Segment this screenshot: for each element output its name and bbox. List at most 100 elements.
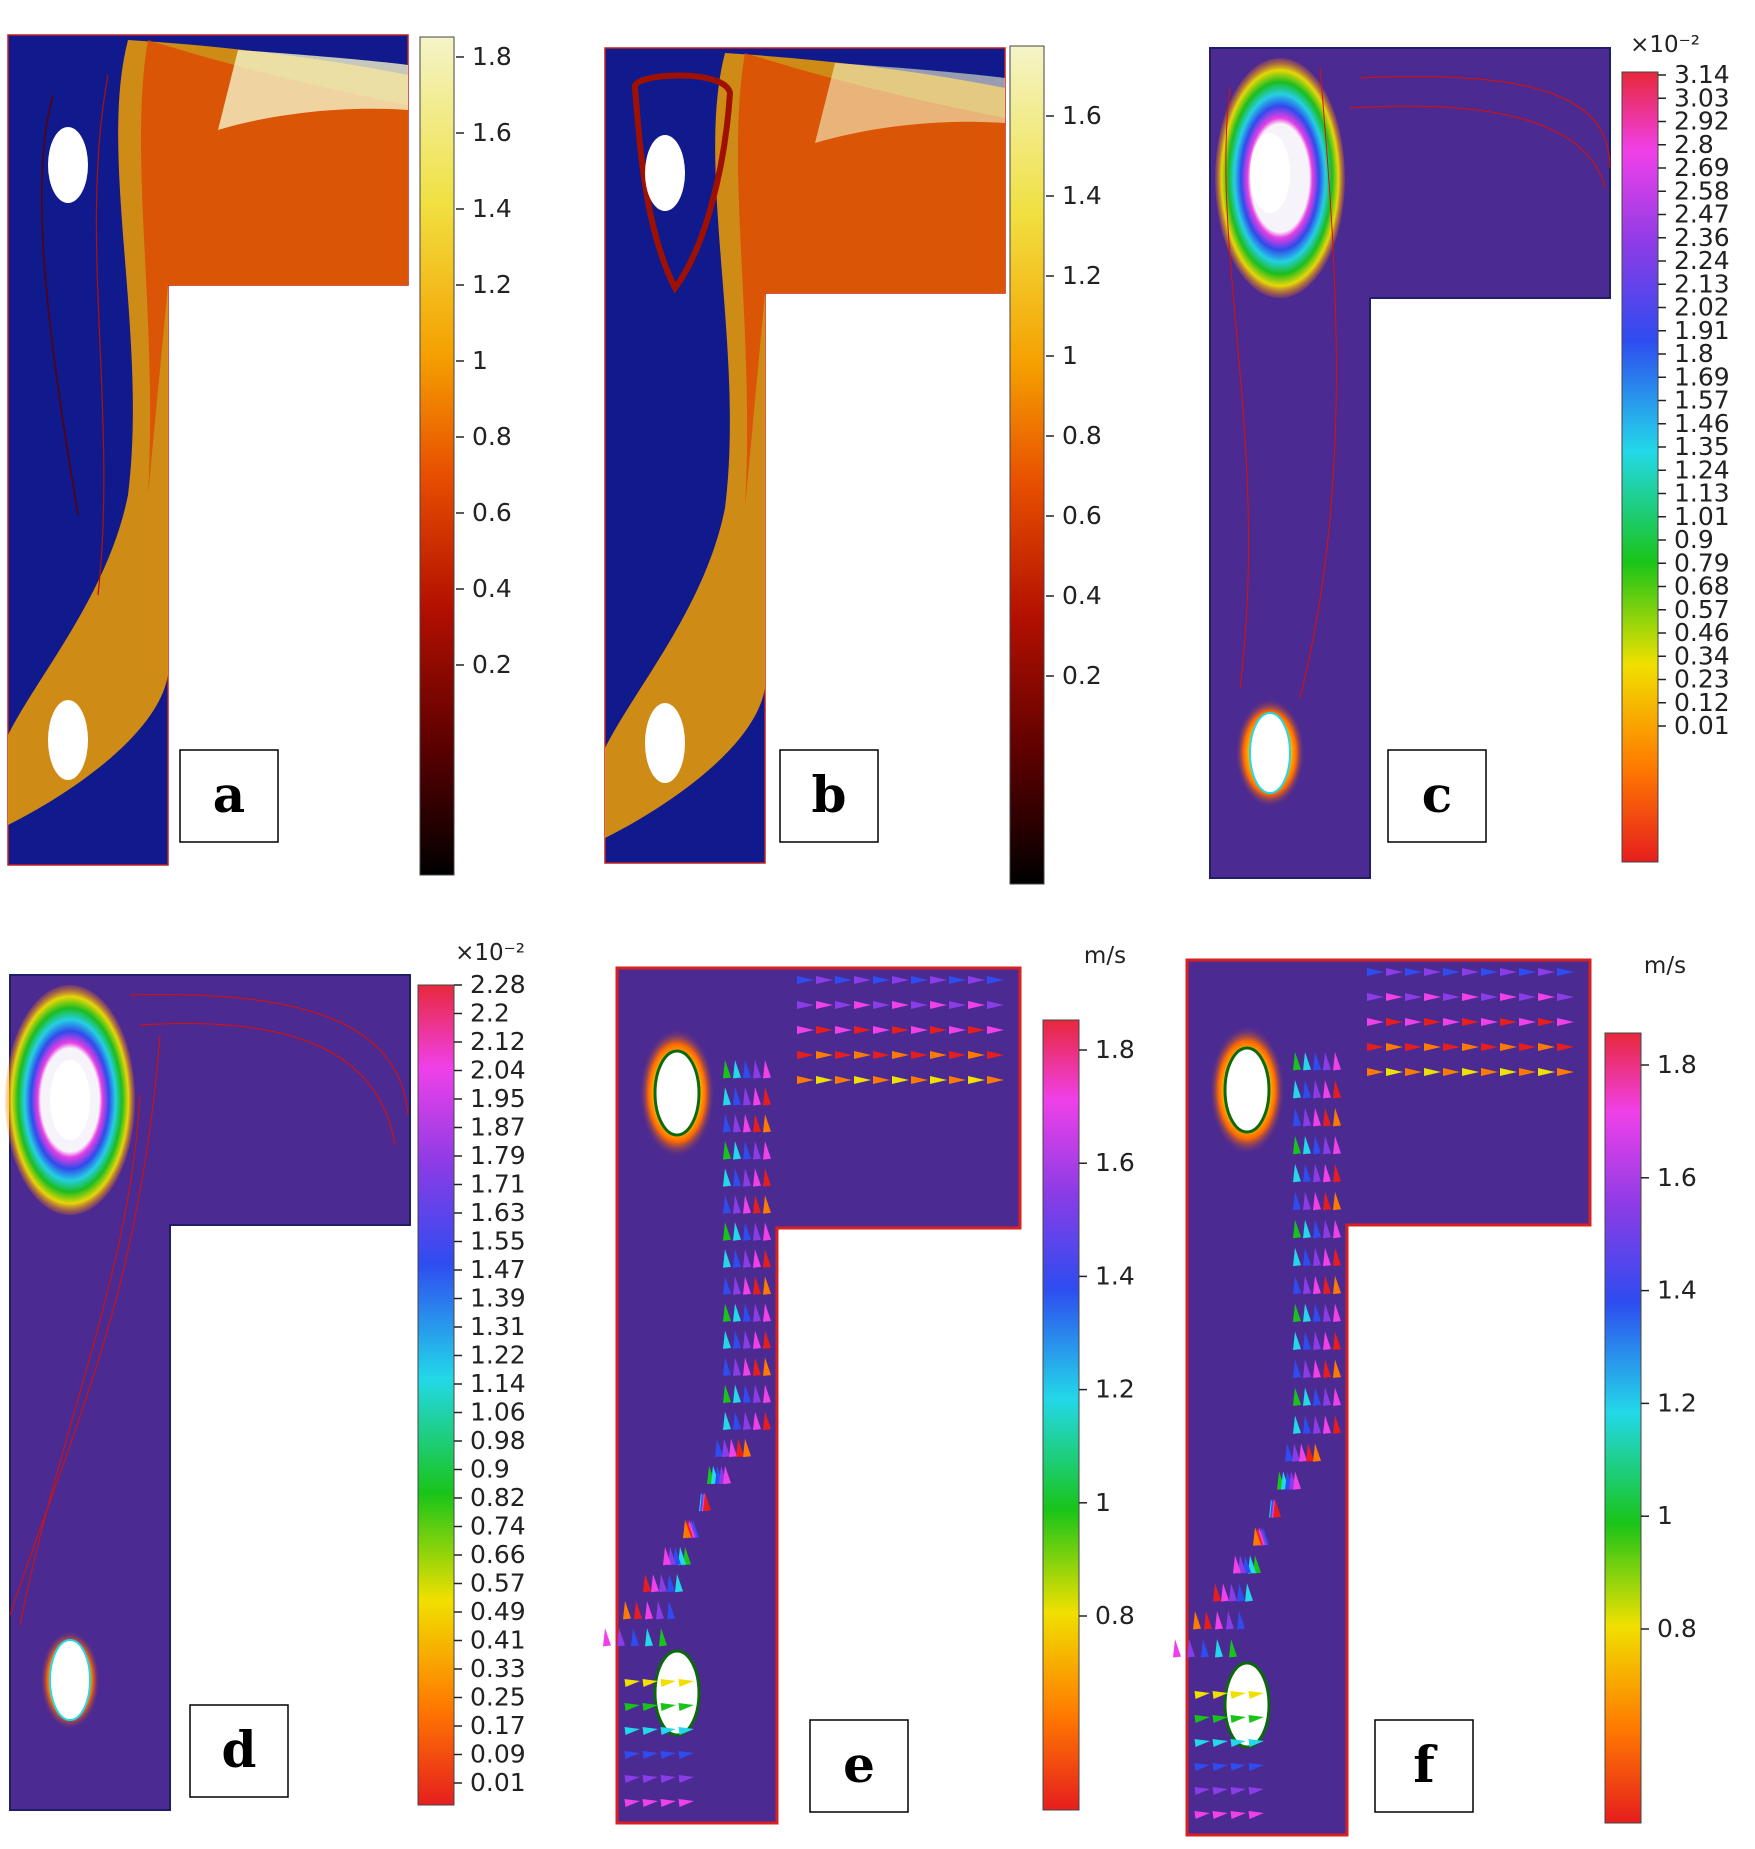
colorbar-tick-label: 1.06 (470, 1398, 526, 1427)
velocity-arrow (1303, 1415, 1311, 1434)
velocity-arrow (723, 1060, 731, 1079)
velocity-arrow (1538, 1043, 1555, 1051)
unit-label-f: m/s (1644, 953, 1686, 979)
panel-label-box-c: c (1387, 749, 1487, 843)
velocity-arrow (1557, 968, 1574, 976)
velocity-arrow (1253, 1555, 1261, 1574)
panel-label-box-f: f (1374, 1719, 1474, 1813)
velocity-arrow (1226, 1611, 1234, 1630)
velocity-arrow (660, 1775, 676, 1783)
velocity-arrows-f (1173, 968, 1574, 1819)
velocity-arrow (1233, 1555, 1241, 1574)
panel-label-f: f (1413, 1735, 1438, 1794)
velocity-arrow (1538, 993, 1555, 1001)
colorbar-tick-label: 2.8 (1674, 130, 1714, 159)
velocity-arrow (1173, 1639, 1181, 1658)
velocity-arrow (723, 1303, 731, 1322)
colorbar-tick-label: 1.6 (472, 118, 512, 147)
velocity-arrow (753, 1222, 761, 1241)
velocity-arrow (911, 1026, 928, 1034)
velocity-arrow (642, 1799, 658, 1807)
colorbar-f: 1.8 1.6 1.4 1.2 1 0.8 (1604, 1032, 1697, 1824)
colorbar-tick-label: 1.4 (1062, 181, 1102, 210)
velocity-arrow (1303, 1303, 1311, 1322)
velocity-arrow (1367, 1018, 1384, 1026)
velocity-arrow (624, 1703, 640, 1711)
velocity-arrow (1405, 1043, 1422, 1051)
colorbar-tick-label: 2.2 (470, 999, 510, 1028)
velocity-arrow (733, 1195, 741, 1214)
velocity-arrow (1313, 1052, 1321, 1071)
velocity-arrow (660, 1751, 676, 1759)
velocity-arrow (1293, 1080, 1301, 1099)
velocity-arrow (1194, 1715, 1210, 1723)
velocity-arrow (816, 1051, 833, 1059)
velocity-arrow (753, 1384, 761, 1403)
colorbar-tick-label: 1.46 (1674, 409, 1730, 438)
colorbar-tick-label: 0.09 (470, 1740, 526, 1769)
velocity-arrow (1538, 968, 1555, 976)
velocity-arrow (1323, 1247, 1331, 1267)
velocity-arrow (763, 1357, 771, 1376)
velocity-arrow (733, 1303, 741, 1322)
velocity-arrow (1323, 1052, 1331, 1071)
colorbar-tick-label: 0.8 (1657, 1614, 1697, 1643)
velocity-arrow (968, 1026, 985, 1034)
velocity-arrow (723, 1384, 731, 1403)
velocity-arrow (835, 1076, 852, 1084)
colorbar-tick-label: 2.92 (1674, 107, 1730, 136)
velocity-arrow (873, 1051, 890, 1059)
velocity-arrow (1323, 1275, 1331, 1295)
velocity-arrow (1386, 1018, 1403, 1026)
velocity-arrow (1303, 1080, 1311, 1099)
velocity-arrow (1293, 1303, 1301, 1322)
velocity-arrow (1193, 1611, 1201, 1630)
panel-label-e: e (843, 1735, 875, 1794)
velocity-arrow (1292, 1443, 1300, 1462)
velocity-arrow (723, 1276, 731, 1295)
velocity-arrow (642, 1679, 658, 1687)
velocity-arrow (736, 1438, 744, 1458)
velocity-arrow (753, 1168, 761, 1187)
velocity-arrow (1221, 1583, 1229, 1602)
velocity-arrow (1443, 968, 1460, 976)
colorbar-tick-label: 0.66 (470, 1540, 526, 1569)
velocity-arrow (911, 976, 928, 984)
velocity-arrow (968, 1051, 985, 1059)
velocity-arrow (1500, 1018, 1517, 1026)
velocity-arrow (1303, 1275, 1311, 1295)
velocity-arrow (603, 1628, 611, 1647)
velocity-arrow (753, 1195, 761, 1214)
colorbar-tick-label: 1 (472, 346, 488, 375)
velocity-arrow (624, 1799, 640, 1807)
velocity-arrow (1212, 1691, 1228, 1699)
colorbar-tick-label: 1.4 (472, 194, 512, 223)
velocity-arrow (1367, 993, 1384, 1001)
velocity-arrow (733, 1060, 741, 1079)
velocity-arrows-e (603, 976, 1004, 1807)
velocity-arrow (1303, 1331, 1311, 1350)
velocity-arrow (1212, 1715, 1228, 1723)
velocity-arrow (753, 1141, 761, 1160)
velocity-arrow (1323, 1303, 1331, 1322)
velocity-arrow (683, 1546, 691, 1566)
velocity-arrow (659, 1628, 667, 1647)
colorbar-tick-label: 1.6 (1062, 101, 1102, 130)
velocity-arrow (892, 1026, 909, 1034)
velocity-arrow (678, 1679, 694, 1687)
velocity-arrow (930, 1001, 947, 1009)
colorbar-tick-label: 2.12 (470, 1027, 526, 1056)
unit-label-e: m/s (1084, 943, 1126, 969)
velocity-arrow (1204, 1611, 1212, 1630)
velocity-arrow (1443, 1018, 1460, 1026)
velocity-arrow (1443, 993, 1460, 1001)
velocity-arrow (797, 1001, 814, 1009)
colorbar-tick-label: 0.74 (470, 1512, 526, 1541)
domain-b (604, 47, 1006, 864)
velocity-arrow (673, 1546, 681, 1566)
velocity-arrow (1443, 1043, 1460, 1051)
velocity-arrow (1230, 1691, 1246, 1699)
colorbar-b: 1.6 1.4 1.2 1 0.8 0.6 0.4 0.2 (1009, 45, 1102, 885)
velocity-arrow (743, 1168, 751, 1187)
velocity-arrow (1303, 1359, 1311, 1378)
